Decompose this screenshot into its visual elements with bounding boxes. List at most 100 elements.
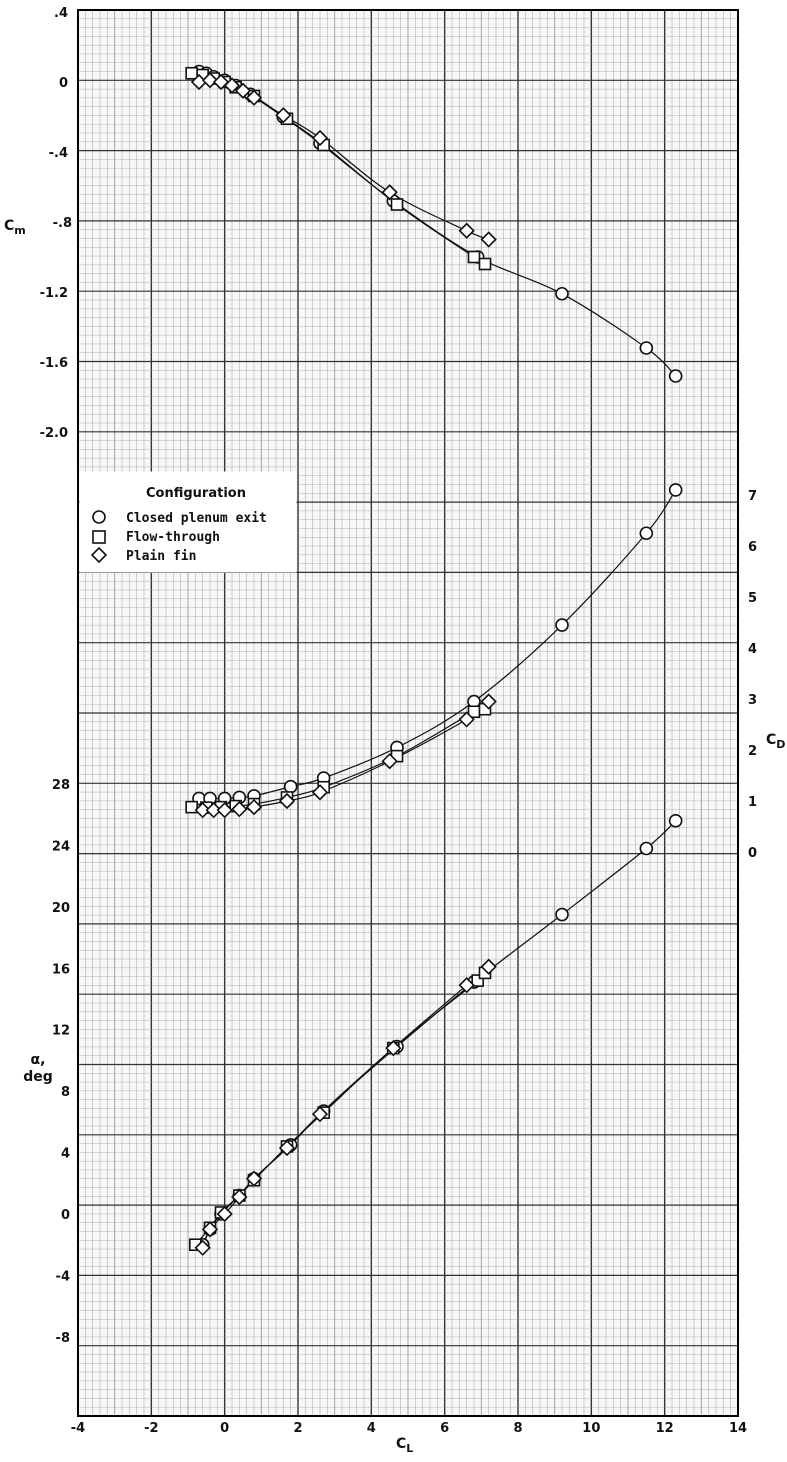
cm-tick-label: -2.0 bbox=[40, 426, 68, 441]
data-point-circle bbox=[639, 841, 654, 856]
x-tick-label: 8 bbox=[513, 1421, 522, 1436]
legend-title: Configuration bbox=[146, 486, 246, 501]
alpha-tick-label: 0 bbox=[61, 1208, 70, 1223]
data-point-diamond bbox=[458, 977, 475, 994]
cm-tick-label: 0 bbox=[59, 76, 68, 91]
data-point-square bbox=[471, 974, 484, 987]
data-point-circle bbox=[555, 618, 569, 632]
cd-tick-label: 2 bbox=[748, 744, 757, 759]
data-point-diamond bbox=[275, 107, 292, 124]
data-point-diamond bbox=[194, 1239, 211, 1256]
data-point-circle bbox=[555, 286, 569, 301]
alpha-tick-label: 4 bbox=[61, 1147, 70, 1162]
data-point-circle bbox=[639, 526, 654, 541]
data-point-diamond bbox=[480, 693, 497, 710]
cm-tick-label: -.8 bbox=[53, 216, 72, 231]
legend-label: Flow-through bbox=[126, 530, 220, 545]
legend-box bbox=[79, 471, 297, 573]
legend-label: Closed plenum exit bbox=[126, 511, 267, 526]
x-tick-label: 14 bbox=[729, 1421, 747, 1436]
x-tick-labels: -4 -2 0 2 4 6 8 10 12 14 bbox=[71, 1421, 747, 1436]
data-point-diamond bbox=[480, 231, 497, 248]
alpha-tick-label: 12 bbox=[52, 1024, 70, 1039]
cm-axis-title: Cm bbox=[4, 218, 26, 237]
data-point-square bbox=[185, 66, 198, 80]
legend-square-icon bbox=[92, 530, 106, 544]
alpha-axis-unit: deg bbox=[23, 1069, 53, 1085]
grid bbox=[77, 9, 739, 1417]
legend-circle-icon bbox=[92, 510, 106, 524]
data-markers bbox=[185, 64, 683, 1256]
legend-label: Plain fin bbox=[126, 549, 196, 564]
legend: Configuration Closed plenum exit Flow-th… bbox=[79, 471, 297, 573]
data-point-diamond bbox=[231, 1188, 248, 1206]
data-point-circle bbox=[668, 483, 683, 497]
data-point-circle bbox=[668, 814, 683, 828]
series-line bbox=[202, 966, 490, 1249]
data-point-diamond bbox=[216, 1205, 233, 1223]
x-tick-label: 12 bbox=[656, 1421, 674, 1436]
cd-tick-label: 4 bbox=[748, 642, 757, 657]
data-point-diamond bbox=[458, 711, 475, 728]
data-point-square bbox=[185, 800, 198, 814]
data-point-circle bbox=[555, 907, 569, 922]
alpha-tick-label: -4 bbox=[56, 1269, 70, 1284]
legend-diamond-icon bbox=[90, 546, 108, 564]
data-point-diamond bbox=[231, 801, 248, 818]
cd-axis-title: CD bbox=[766, 732, 785, 751]
x-tick-label: 0 bbox=[220, 1421, 229, 1436]
cd-tick-labels: 7 6 5 4 3 2 1 0 bbox=[748, 489, 757, 861]
data-point-diamond bbox=[311, 784, 329, 801]
data-point-diamond bbox=[245, 798, 263, 816]
alpha-axis-title: α, bbox=[31, 1052, 46, 1068]
data-point-diamond bbox=[385, 1040, 402, 1057]
data-point-diamond bbox=[205, 802, 222, 819]
data-point-square bbox=[467, 250, 481, 264]
alpha-tick-labels: 28 24 20 16 12 8 4 0 -4 -8 bbox=[52, 778, 70, 1346]
alpha-tick-label: 24 bbox=[52, 839, 70, 854]
cd-tick-label: 0 bbox=[748, 846, 757, 861]
data-point-diamond bbox=[381, 184, 398, 201]
data-point-diamond bbox=[278, 1139, 296, 1157]
x-tick-label: 6 bbox=[440, 1421, 449, 1436]
data-point-diamond bbox=[223, 77, 241, 94]
cm-tick-label: .4 bbox=[54, 6, 68, 21]
x-tick-label: -2 bbox=[144, 1421, 158, 1436]
alpha-tick-label: 16 bbox=[52, 962, 70, 977]
cd-tick-label: 1 bbox=[748, 795, 757, 810]
plot-frame bbox=[77, 9, 739, 1417]
alpha-tick-label: 8 bbox=[61, 1085, 70, 1100]
data-point-diamond bbox=[245, 89, 263, 106]
data-point-diamond bbox=[311, 1106, 329, 1123]
cd-tick-label: 5 bbox=[748, 591, 757, 606]
data-point-diamond bbox=[201, 1221, 219, 1238]
alpha-tick-label: -8 bbox=[56, 1331, 70, 1346]
cm-tick-labels: .4 0 -.4 -.8 -1.2 -1.6 -2.0 bbox=[40, 6, 72, 441]
data-point-circle bbox=[283, 779, 298, 794]
data-point-diamond bbox=[234, 82, 252, 99]
x-axis-title: CL bbox=[396, 1436, 413, 1455]
data-point-diamond bbox=[278, 792, 296, 810]
alpha-tick-label: 28 bbox=[52, 778, 70, 793]
cd-tick-label: 7 bbox=[748, 489, 757, 504]
cm-tick-label: -1.2 bbox=[40, 286, 68, 301]
data-point-diamond bbox=[458, 222, 475, 239]
data-point-square bbox=[478, 257, 492, 271]
data-point-diamond bbox=[480, 958, 497, 975]
data-point-circle bbox=[668, 369, 683, 383]
x-tick-label: 4 bbox=[367, 1421, 376, 1436]
data-point-square bbox=[390, 198, 404, 211]
x-tick-label: 2 bbox=[293, 1421, 302, 1436]
data-point-diamond bbox=[381, 753, 398, 770]
x-tick-label: -4 bbox=[71, 1421, 85, 1436]
data-point-circle bbox=[639, 341, 654, 355]
alpha-tick-label: 20 bbox=[52, 901, 70, 916]
cd-tick-label: 6 bbox=[748, 540, 757, 555]
data-point-diamond bbox=[201, 72, 219, 89]
cm-tick-label: -.4 bbox=[49, 146, 68, 161]
data-point-diamond bbox=[311, 129, 329, 147]
x-tick-label: 10 bbox=[582, 1421, 600, 1436]
cm-tick-label: -1.6 bbox=[40, 356, 68, 371]
data-point-diamond bbox=[216, 802, 233, 819]
